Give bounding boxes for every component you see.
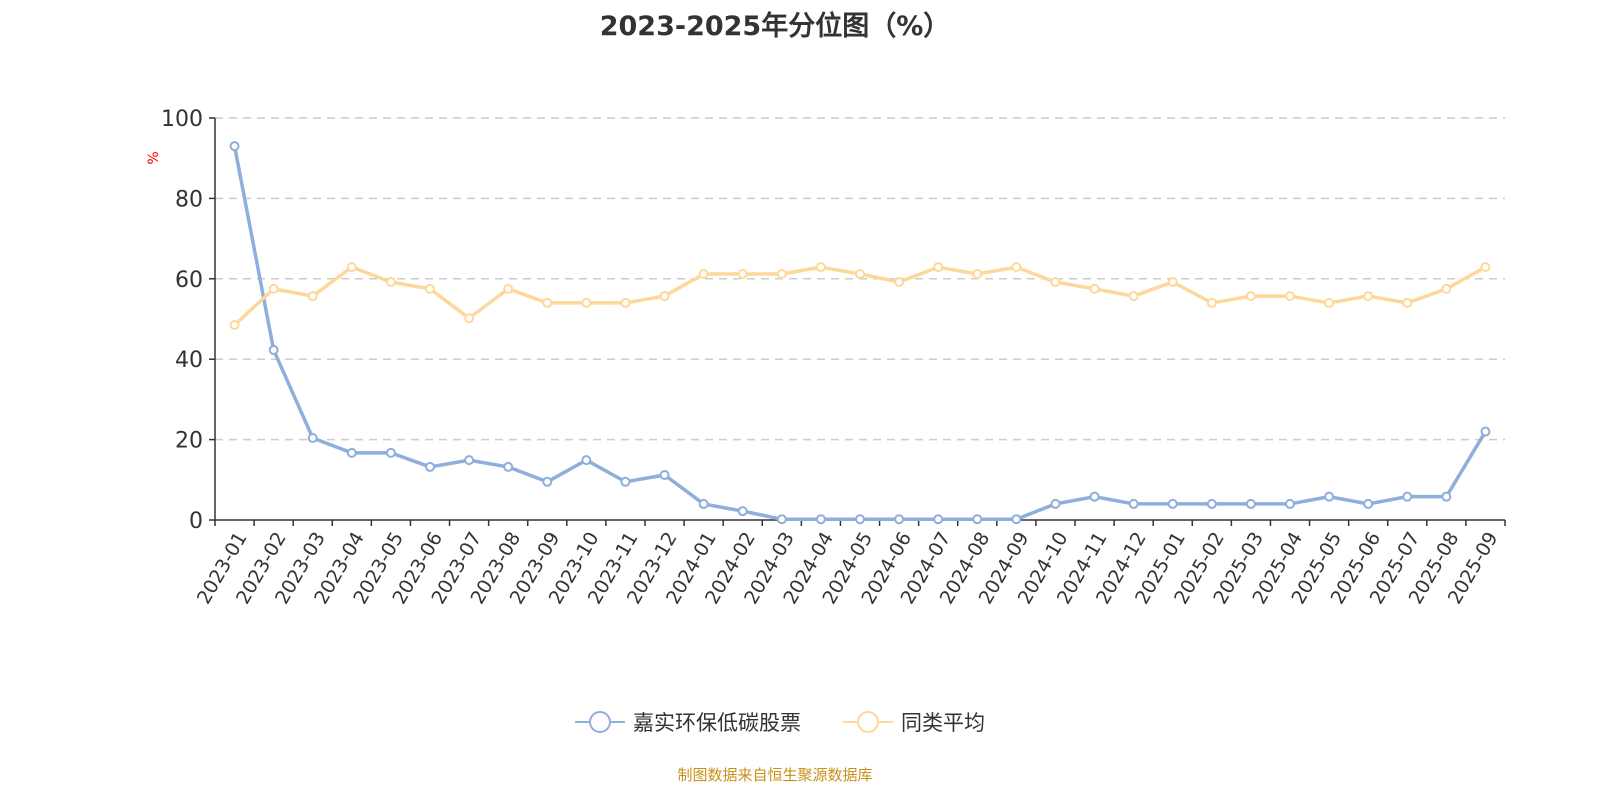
data-point [1402, 297, 1413, 308]
data-point [425, 461, 435, 472]
data-point [855, 268, 865, 279]
legend-label: 嘉实环保低碳股票 [633, 711, 801, 735]
data-point [1128, 498, 1139, 509]
data-point [972, 514, 983, 525]
y-tick-label: 0 [189, 509, 203, 534]
chart-title: 2023-2025年分位图（%） [599, 11, 951, 42]
data-point [229, 320, 240, 331]
data-point [385, 447, 396, 458]
data-point [464, 313, 475, 324]
data-point [737, 506, 748, 517]
data-point [346, 262, 357, 273]
data-point [776, 268, 787, 279]
data-point [1285, 498, 1295, 509]
data-point [659, 291, 670, 302]
data-point [229, 141, 240, 152]
legend-marker [857, 711, 879, 733]
series-line [232, 145, 1487, 521]
data-point [776, 514, 787, 525]
data-point [659, 469, 670, 480]
data-point [620, 476, 631, 487]
data-point [1480, 426, 1491, 437]
data-point [815, 262, 826, 273]
data-point [1441, 491, 1452, 502]
data-point [1089, 283, 1100, 294]
y-axis-label: % [146, 151, 162, 164]
data-point [1206, 297, 1217, 308]
data-point [268, 344, 279, 355]
data-point [1011, 262, 1022, 273]
data-point [1480, 262, 1491, 273]
data-point [1324, 297, 1335, 308]
data-point [933, 514, 944, 525]
data-point [581, 455, 592, 466]
data-point [1128, 291, 1139, 302]
data-point [1285, 291, 1295, 302]
data-point [542, 476, 553, 487]
data-point [1011, 514, 1022, 525]
data-point [620, 297, 631, 308]
data-point [1324, 491, 1335, 502]
data-point [698, 268, 709, 279]
legend-label: 同类平均 [901, 711, 985, 735]
data-point [1089, 491, 1100, 502]
y-tick-label: 40 [175, 348, 203, 373]
data-point [1363, 291, 1374, 302]
legend-marker [589, 711, 611, 733]
data-point [268, 283, 279, 294]
y-tick-label: 100 [161, 107, 203, 132]
y-tick-label: 60 [175, 268, 203, 293]
data-point [894, 277, 905, 288]
data-point [1206, 498, 1217, 509]
y-tick-label: 80 [175, 187, 203, 212]
data-point [855, 514, 865, 525]
data-point [737, 268, 748, 279]
data-point [425, 283, 435, 294]
data-point [698, 498, 709, 509]
data-point [972, 268, 983, 279]
data-point [503, 461, 514, 472]
data-point [1245, 498, 1256, 509]
data-point [815, 514, 826, 525]
data-point [1050, 277, 1061, 288]
data-point [1441, 283, 1452, 294]
data-point [581, 297, 592, 308]
data-point [307, 432, 318, 443]
data-source: 制图数据来自恒生聚源数据库 [677, 766, 873, 784]
data-point [307, 291, 318, 302]
data-point [346, 447, 357, 458]
data-point [1167, 498, 1178, 509]
data-point [1050, 498, 1061, 509]
data-point [542, 297, 553, 308]
data-point [1363, 498, 1374, 509]
data-point [464, 455, 475, 466]
y-tick-label: 20 [175, 429, 203, 454]
data-point [1245, 291, 1256, 302]
data-point [1402, 491, 1413, 502]
data-point [385, 277, 396, 288]
data-point [503, 283, 514, 294]
data-point [1167, 277, 1178, 288]
data-point [933, 262, 944, 273]
data-point [894, 514, 905, 525]
